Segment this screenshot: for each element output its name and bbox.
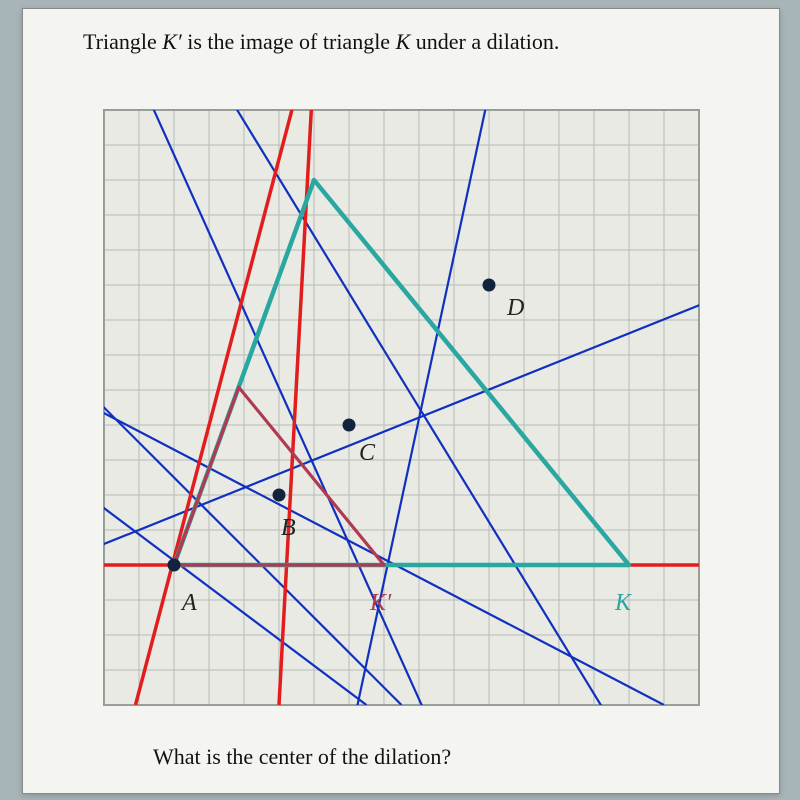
- title-k-prime: K′: [162, 29, 182, 54]
- title-k: K: [396, 29, 411, 54]
- title-part-2: is the image of triangle: [182, 29, 396, 54]
- title-part-1: Triangle: [83, 29, 162, 54]
- figure: ABCDKK′: [103, 109, 700, 706]
- footer-question: What is the center of the dilation?: [153, 744, 451, 770]
- grid-svg: [104, 110, 699, 705]
- title-part-3: under a dilation.: [410, 29, 559, 54]
- paper-sheet: Triangle K′ is the image of triangle K u…: [22, 8, 780, 794]
- title-line: Triangle K′ is the image of triangle K u…: [83, 29, 559, 55]
